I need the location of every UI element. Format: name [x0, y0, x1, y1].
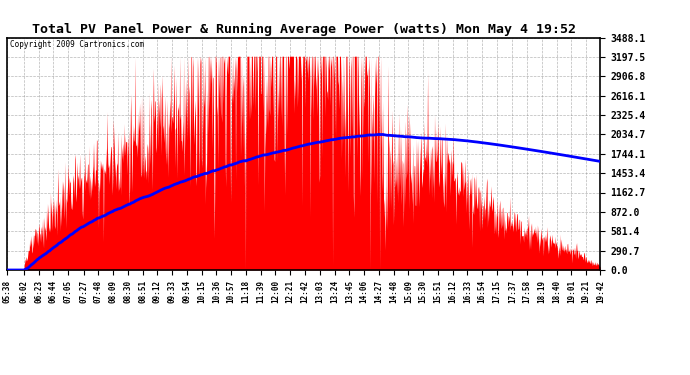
Text: Copyright 2009 Cartronics.com: Copyright 2009 Cartronics.com — [10, 40, 144, 49]
Title: Total PV Panel Power & Running Average Power (watts) Mon May 4 19:52: Total PV Panel Power & Running Average P… — [32, 23, 575, 36]
